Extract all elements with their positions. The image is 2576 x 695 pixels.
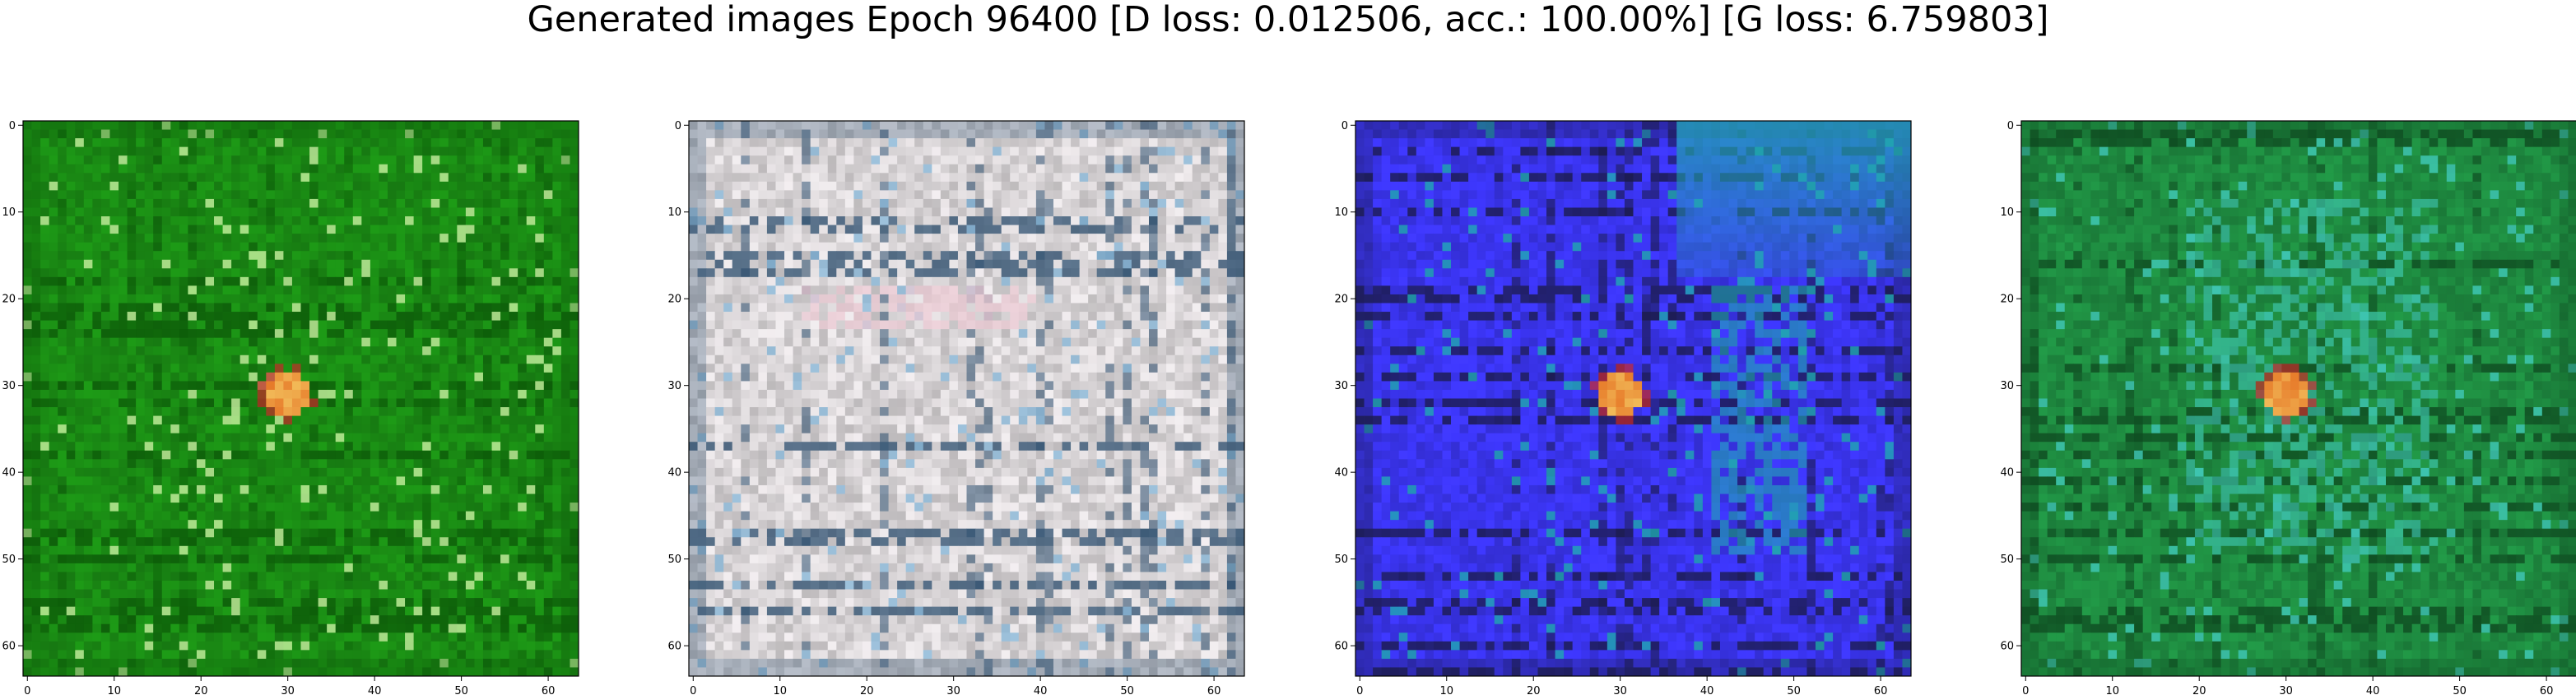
- x-tick-label: 20: [860, 685, 874, 695]
- y-tick-label: 30: [667, 380, 681, 392]
- x-tick-label: 0: [690, 685, 696, 695]
- x-tick-label: 10: [773, 685, 787, 695]
- y-tick-label: 30: [1334, 380, 1348, 392]
- image-pixels: [2021, 121, 2576, 676]
- x-tick-label: 10: [107, 685, 121, 695]
- image-pixels: [23, 121, 579, 676]
- x-tick-label: 0: [1356, 685, 1363, 695]
- x-tick-label: 40: [368, 685, 382, 695]
- x-tick-label: 50: [1120, 685, 1134, 695]
- panel-sample-1: 0 10 20 30 40 50 60 0 10 20 30 40 50 60: [2, 120, 579, 695]
- y-tick-label: 40: [667, 467, 681, 480]
- y-tick-label: 10: [2000, 206, 2014, 219]
- x-tick-label: 10: [1439, 685, 1453, 695]
- x-tick-label: 40: [1034, 685, 1048, 695]
- x-tick-label: 20: [194, 685, 208, 695]
- x-tick-label: 0: [24, 685, 30, 695]
- y-tick-label: 20: [1334, 294, 1348, 306]
- x-tick-label: 60: [1207, 685, 1221, 695]
- y-tick-label: 60: [1334, 641, 1348, 653]
- y-tick-label: 60: [2, 641, 16, 653]
- y-tick-label: 0: [2007, 120, 2014, 132]
- y-tick-label: 50: [1334, 554, 1348, 566]
- image-pixels: [1355, 121, 1911, 676]
- x-tick-label: 30: [1613, 685, 1627, 695]
- y-tick-label: 0: [9, 120, 16, 132]
- x-tick-label: 40: [2366, 685, 2380, 695]
- y-tick-label: 40: [1334, 467, 1348, 480]
- y-tick-label: 30: [2000, 380, 2014, 392]
- x-tick-label: 50: [454, 685, 468, 695]
- y-tick-label: 10: [2, 206, 16, 219]
- image-pixels: [689, 121, 1244, 676]
- y-tick-label: 10: [1334, 206, 1348, 219]
- x-tick-label: 30: [2279, 685, 2293, 695]
- y-tick-label: 20: [2, 294, 16, 306]
- y-tick-label: 10: [667, 206, 681, 219]
- x-tick-label: 20: [1527, 685, 1541, 695]
- x-tick-label: 20: [2192, 685, 2206, 695]
- x-tick-label: 50: [1787, 685, 1801, 695]
- y-tick-label: 60: [2000, 641, 2014, 653]
- y-tick-label: 30: [2, 380, 16, 392]
- y-tick-label: 50: [2000, 554, 2014, 566]
- y-tick-label: 50: [2, 554, 16, 566]
- panel-sample-2: 0 10 20 30 40 50 60 0 10 20 30 40 50 60: [667, 120, 1244, 695]
- x-tick-label: 30: [946, 685, 960, 695]
- x-tick-label: 0: [2022, 685, 2029, 695]
- panel-sample-3: 0 10 20 30 40 50 60 0 10 20 30 40 50 60: [1334, 120, 1911, 695]
- x-tick-label: 30: [281, 685, 295, 695]
- x-tick-label: 10: [2105, 685, 2119, 695]
- x-tick-label: 60: [2540, 685, 2554, 695]
- x-tick-label: 60: [542, 685, 556, 695]
- y-tick-label: 20: [2000, 294, 2014, 306]
- y-tick-label: 0: [675, 120, 681, 132]
- x-tick-label: 40: [1700, 685, 1714, 695]
- y-tick-label: 20: [667, 294, 681, 306]
- panel-sample-4: 0 10 20 30 40 50 60 0 10 20 30 40 50 60: [2000, 120, 2576, 695]
- x-tick-label: 60: [1874, 685, 1888, 695]
- y-tick-label: 50: [667, 554, 681, 566]
- y-tick-label: 40: [2000, 467, 2014, 480]
- y-tick-label: 60: [667, 641, 681, 653]
- y-tick-label: 0: [1341, 120, 1348, 132]
- y-tick-label: 40: [2, 467, 16, 480]
- x-tick-label: 50: [2453, 685, 2467, 695]
